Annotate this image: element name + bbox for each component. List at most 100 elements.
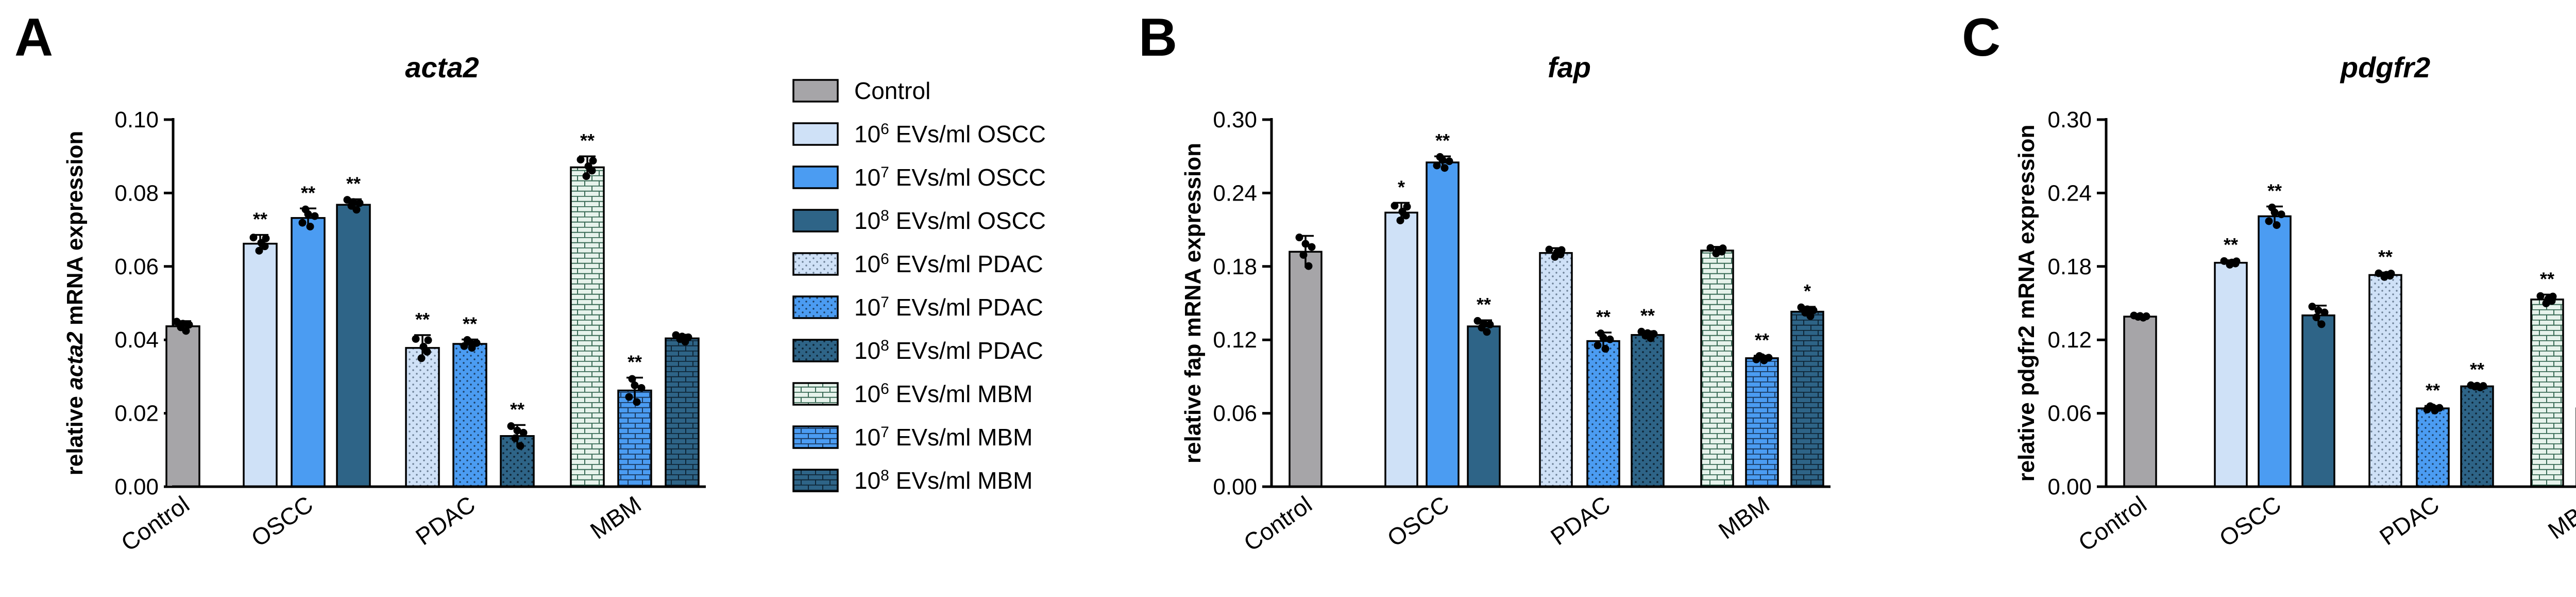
bar-mbm-mbm7: ** bbox=[1745, 329, 1779, 488]
bar-pdac-pdac6: ** bbox=[2368, 246, 2402, 488]
replicate-dot bbox=[355, 199, 364, 207]
bar bbox=[165, 325, 200, 488]
replicate-dot bbox=[412, 335, 420, 343]
replicate-dot bbox=[507, 422, 515, 430]
legend-label-exponent: 7 bbox=[880, 164, 889, 181]
replicate-dot bbox=[1601, 345, 1609, 353]
replicate-dot bbox=[2265, 217, 2273, 225]
x-tick-label: Control bbox=[1239, 491, 1316, 557]
replicate-dot bbox=[304, 210, 312, 218]
replicate-dot bbox=[343, 196, 351, 204]
bar bbox=[1289, 251, 1323, 488]
replicate-dot bbox=[173, 318, 181, 326]
legend-label-rest: EVs/ml PDAC bbox=[889, 251, 1043, 277]
replicate-dot bbox=[460, 342, 468, 350]
replicate-dot bbox=[2429, 403, 2437, 411]
y-tick-label: 0.30 bbox=[1213, 107, 1257, 132]
legend-label-base: 10 bbox=[854, 467, 880, 494]
significance-label: ** bbox=[301, 182, 315, 203]
replicate-dot bbox=[2308, 303, 2316, 311]
legend-label-exponent: 6 bbox=[880, 251, 889, 268]
replicate-dot bbox=[584, 162, 592, 170]
x-tick-label: MBM bbox=[585, 491, 646, 544]
significance-label: ** bbox=[1477, 294, 1491, 315]
x-tick-label: PDAC bbox=[411, 491, 480, 551]
bar bbox=[1467, 325, 1501, 488]
legend-label-rest: EVs/ml MBM bbox=[889, 424, 1033, 451]
legend-label-base: 10 bbox=[854, 424, 880, 451]
legend-label: 107 EVs/ml OSCC bbox=[854, 164, 1046, 191]
legend-label-base: 10 bbox=[854, 251, 880, 277]
bar-mbm-mbm6 bbox=[1700, 244, 1734, 488]
replicate-dot bbox=[516, 442, 524, 450]
y-axis-label: relative fap mRNA expression bbox=[1180, 143, 1206, 463]
y-tick-label: 0.24 bbox=[2047, 180, 2092, 206]
bar-pdac-pdac6 bbox=[1539, 245, 1573, 488]
legend-label-exponent: 7 bbox=[880, 424, 889, 441]
y-tick-label: 0.30 bbox=[2047, 107, 2092, 132]
y-axis-label: relative acta2 mRNA expression bbox=[62, 131, 88, 476]
bar bbox=[2416, 407, 2450, 488]
legend-swatch bbox=[792, 382, 839, 406]
bar bbox=[2368, 274, 2402, 488]
legend-item-mbm7: 107 EVs/ml MBM bbox=[792, 424, 1033, 451]
bar bbox=[665, 337, 700, 488]
bar-pdac-pdac7: ** bbox=[2416, 379, 2450, 488]
replicate-dot bbox=[1398, 207, 1406, 215]
replicate-dot bbox=[2312, 313, 2320, 322]
significance-label: ** bbox=[415, 309, 430, 330]
bar bbox=[1631, 334, 1665, 488]
replicate-dot bbox=[631, 381, 639, 389]
legend-item-oscc8: 108 EVs/ml OSCC bbox=[792, 207, 1046, 234]
replicate-dot bbox=[2317, 320, 2326, 328]
bar bbox=[1539, 252, 1573, 488]
replicate-dot bbox=[352, 206, 361, 214]
replicate-dot bbox=[2544, 295, 2552, 303]
bar-pdac-pdac8: ** bbox=[1631, 305, 1665, 488]
replicate-dot bbox=[472, 339, 481, 347]
replicate-dot bbox=[2536, 292, 2545, 300]
legend-label-rest: EVs/ml OSCC bbox=[889, 164, 1046, 191]
legend-swatch bbox=[792, 295, 839, 319]
legend-item-pdac8: 108 EVs/ml PDAC bbox=[792, 337, 1043, 364]
y-tick-label: 0.06 bbox=[1213, 401, 1257, 426]
replicate-dot bbox=[1606, 335, 1614, 343]
replicate-dot bbox=[349, 198, 358, 206]
legend-label-exponent: 6 bbox=[880, 121, 889, 138]
legend-label-rest: EVs/ml OSCC bbox=[889, 207, 1046, 234]
legend-label-base: 10 bbox=[854, 294, 880, 321]
replicate-dot bbox=[1545, 245, 1553, 254]
bar-mbm-mbm6: ** bbox=[2530, 268, 2564, 488]
significance-label: ** bbox=[2224, 234, 2238, 255]
replicate-dot bbox=[2270, 208, 2279, 217]
bar-oscc-oscc8 bbox=[2301, 303, 2335, 488]
replicate-dot bbox=[466, 338, 474, 346]
replicate-dot bbox=[417, 354, 426, 362]
bar bbox=[243, 242, 278, 488]
legend-label-rest: EVs/ml PDAC bbox=[889, 337, 1043, 364]
bar-oscc-oscc6: ** bbox=[243, 209, 278, 488]
replicate-dot bbox=[637, 384, 646, 392]
x-tick-label: OSCC bbox=[2214, 491, 2286, 552]
replicate-dot bbox=[1440, 164, 1449, 172]
y-tick-label: 0.00 bbox=[2047, 474, 2092, 500]
replicate-dot bbox=[311, 212, 319, 220]
legend-label: 106 EVs/ml PDAC bbox=[854, 251, 1043, 278]
legend-label-base: 10 bbox=[854, 164, 880, 191]
replicate-dot bbox=[678, 333, 686, 341]
legend-swatch bbox=[792, 209, 839, 233]
replicate-dot bbox=[2273, 221, 2281, 229]
legend-item-pdac6: 106 EVs/ml PDAC bbox=[792, 251, 1043, 278]
legend-label-exponent: 8 bbox=[880, 467, 889, 484]
replicate-dot bbox=[2320, 308, 2329, 317]
replicate-dot bbox=[2220, 257, 2228, 265]
significance-label: ** bbox=[1640, 305, 1655, 326]
replicate-dot bbox=[1706, 244, 1715, 252]
bar bbox=[570, 166, 605, 488]
replicate-dot bbox=[1480, 319, 1488, 327]
legend-label-base: 10 bbox=[854, 121, 880, 147]
y-tick-label: 0.12 bbox=[2047, 327, 2092, 353]
